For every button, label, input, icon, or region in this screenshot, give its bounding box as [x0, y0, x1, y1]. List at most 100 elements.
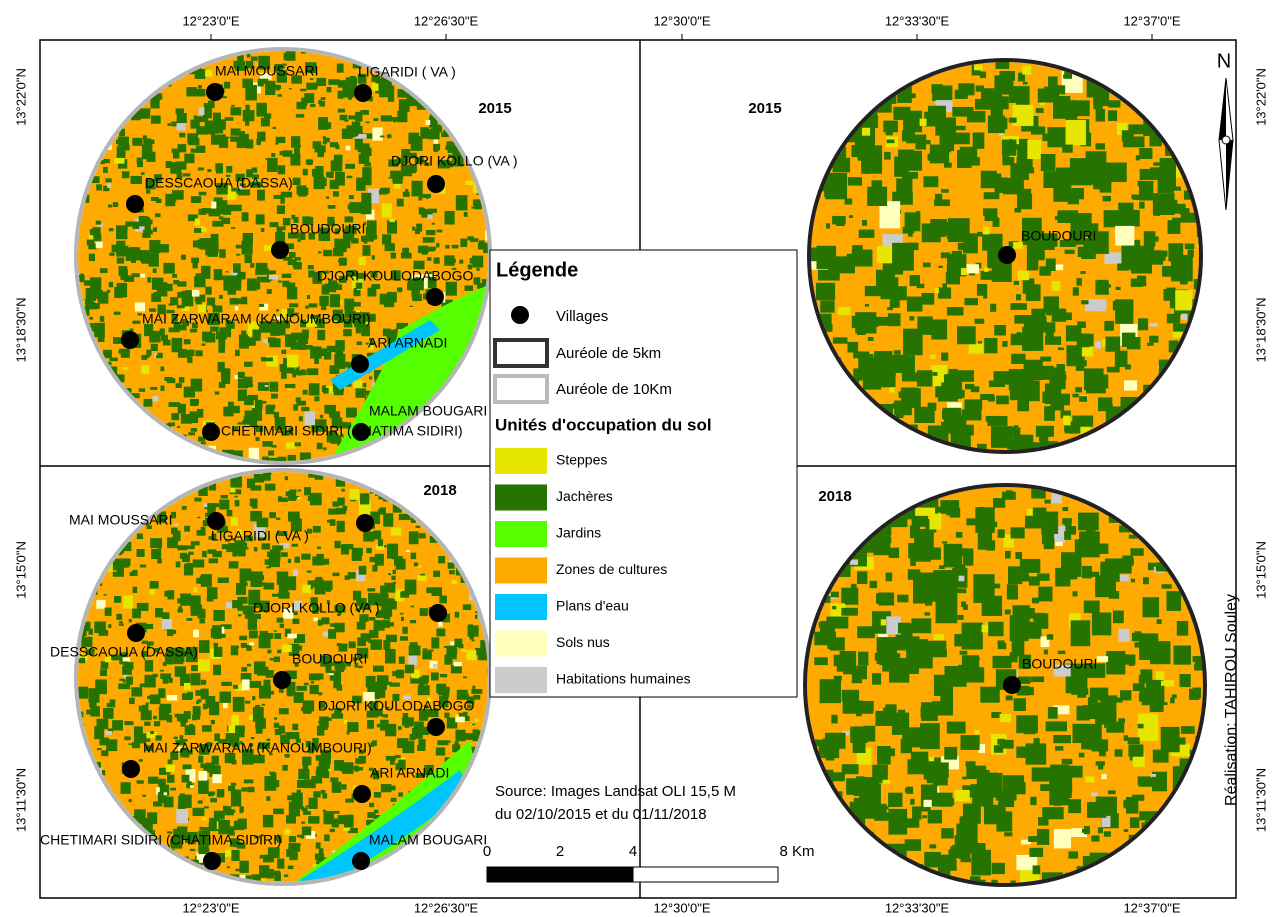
land-patch	[273, 809, 284, 815]
village-label: CHETIMARI SIDIRI (CHATIMA SIDIRI)	[40, 832, 282, 848]
land-patch	[1132, 633, 1142, 641]
land-patch	[988, 116, 1005, 134]
land-patch	[449, 570, 455, 574]
land-patch	[1000, 714, 1011, 722]
land-patch	[391, 527, 401, 535]
land-patch	[963, 425, 974, 436]
land-patch	[110, 699, 116, 707]
land-patch	[301, 835, 305, 838]
land-patch	[328, 79, 339, 85]
land-patch	[1096, 109, 1105, 122]
land-patch	[89, 317, 93, 320]
land-patch	[217, 128, 224, 133]
land-patch	[323, 250, 332, 256]
land-patch	[420, 127, 429, 139]
land-patch	[231, 791, 235, 793]
land-patch	[337, 685, 343, 691]
land-patch	[335, 172, 345, 186]
land-patch	[293, 404, 298, 410]
land-patch	[1053, 96, 1070, 119]
land-patch	[820, 679, 841, 703]
village-label: BOUDOURI	[290, 221, 365, 237]
land-patch	[1012, 641, 1025, 657]
land-patch	[278, 94, 282, 97]
land-patch	[882, 653, 900, 671]
land-patch	[191, 196, 201, 203]
land-patch	[329, 673, 333, 675]
latitude-label: 13°15'0"N	[13, 541, 28, 599]
land-patch	[345, 575, 350, 580]
land-patch	[1004, 832, 1012, 836]
land-patch	[260, 855, 263, 859]
land-patch	[87, 240, 95, 246]
land-patch	[380, 294, 390, 305]
land-patch	[297, 780, 305, 788]
land-patch	[281, 371, 287, 379]
land-patch	[208, 793, 213, 796]
land-patch	[1088, 173, 1107, 183]
land-patch	[1085, 744, 1090, 747]
land-patch	[256, 214, 265, 224]
land-patch	[398, 726, 402, 730]
land-patch	[905, 212, 921, 231]
land-patch	[317, 330, 325, 340]
land-patch	[1163, 289, 1174, 301]
land-patch	[974, 65, 983, 71]
panel-year: 2018	[423, 482, 456, 499]
land-patch	[961, 816, 967, 823]
land-patch	[459, 260, 463, 264]
land-patch	[295, 442, 301, 446]
land-patch	[998, 529, 1005, 538]
land-patch	[1173, 646, 1191, 665]
land-patch	[1151, 774, 1156, 777]
land-patch	[144, 722, 150, 726]
land-patch	[888, 313, 901, 326]
land-patch	[986, 235, 991, 238]
land-patch	[270, 658, 274, 660]
land-patch	[1136, 155, 1140, 160]
land-patch	[944, 544, 962, 568]
land-patch	[123, 680, 126, 683]
land-patch	[977, 284, 987, 296]
land-patch	[894, 355, 915, 373]
land-patch	[986, 540, 995, 550]
land-patch	[280, 624, 284, 628]
land-patch	[219, 249, 225, 258]
land-patch	[1044, 538, 1055, 549]
land-patch	[984, 192, 1000, 199]
land-patch	[231, 715, 239, 725]
land-patch	[332, 501, 338, 506]
land-patch	[912, 806, 921, 819]
land-patch	[94, 323, 105, 338]
legend-item: Jardins	[556, 525, 601, 541]
land-patch	[952, 251, 962, 263]
land-patch	[231, 105, 234, 107]
land-patch	[132, 138, 142, 146]
land-patch	[365, 177, 372, 185]
land-patch	[392, 558, 396, 560]
panel-year: 2015	[478, 100, 511, 117]
land-patch	[1140, 169, 1161, 180]
land-patch	[212, 756, 219, 765]
land-patch	[832, 606, 836, 609]
land-patch	[1011, 527, 1025, 538]
land-patch	[981, 171, 997, 188]
land-patch	[1037, 829, 1049, 845]
latitude-label: 13°18'30"N	[1253, 297, 1268, 362]
land-patch	[177, 113, 187, 123]
land-patch	[278, 280, 281, 282]
land-patch	[872, 673, 881, 684]
land-patch	[1101, 774, 1106, 779]
land-patch	[186, 87, 197, 96]
land-patch	[89, 254, 95, 261]
land-patch	[231, 645, 239, 655]
land-patch	[938, 266, 942, 268]
land-patch	[964, 298, 978, 305]
land-patch	[422, 250, 428, 255]
land-patch	[1123, 210, 1140, 227]
land-patch	[1022, 66, 1031, 75]
land-patch	[242, 79, 252, 88]
land-patch	[214, 643, 218, 647]
land-patch	[1163, 702, 1168, 705]
land-patch	[382, 714, 388, 717]
